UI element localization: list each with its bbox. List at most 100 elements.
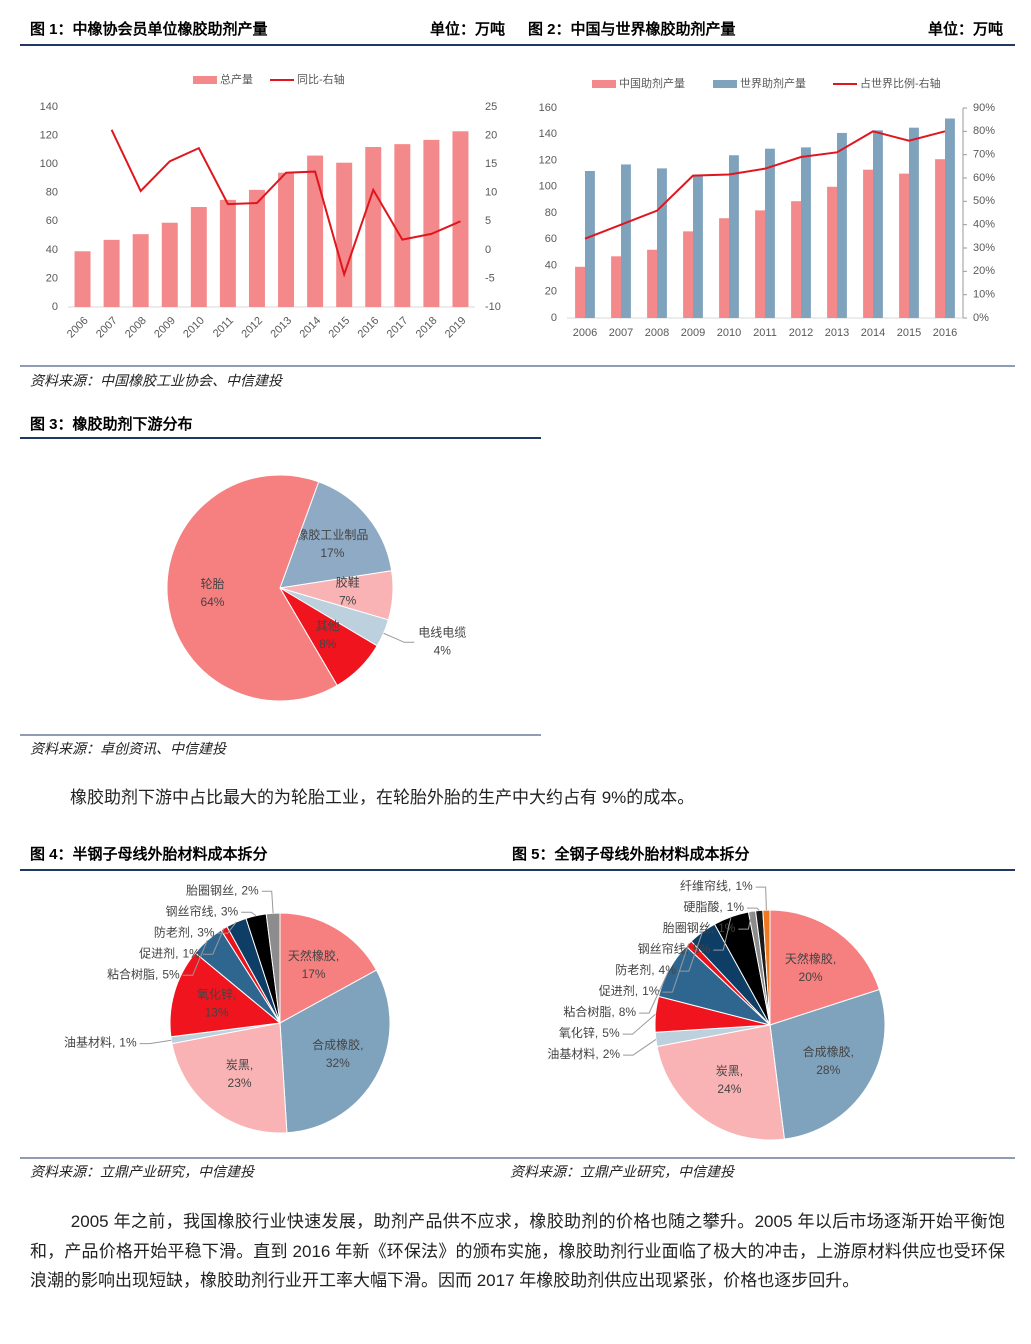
figure-title: 图 4：半钢子母线外胎材料成本拆分 (30, 845, 268, 863)
slice-name: 炭黑, (226, 1058, 253, 1072)
y2-tick-label: 70% (973, 149, 995, 161)
slice-value: 7% (339, 594, 357, 608)
slice-label: 钢丝帘线, 5% (638, 941, 711, 956)
x-tick-label: 2014 (861, 327, 885, 339)
leader-line (738, 911, 753, 930)
y2-tick-label: 5 (485, 215, 491, 227)
leader-line (662, 943, 690, 993)
leader-line (241, 911, 257, 917)
bar (899, 173, 909, 318)
leader-line (623, 1039, 657, 1056)
y-tick-label: 40 (545, 259, 557, 271)
y-tick-label: 60 (545, 233, 557, 245)
line (584, 130, 946, 240)
slice-name: 油基材料, (64, 1036, 115, 1050)
slice-name: 防老剂, (615, 962, 654, 977)
slice-label: 合成橡胶, 32% (312, 1037, 363, 1070)
slice-value: 23% (228, 1076, 252, 1090)
y2-tick-label: 10% (973, 289, 995, 301)
slice (769, 909, 881, 1026)
slice-value: 28% (816, 1063, 840, 1077)
slice-label: 硬脂酸, 1% (683, 899, 744, 914)
bar (863, 169, 873, 318)
slice-label: 天然橡胶, 17% (288, 948, 339, 981)
slice-name: 天然橡胶, (785, 951, 836, 966)
slice-name: 其他 (316, 619, 340, 633)
leader-line (139, 1039, 172, 1045)
y2-tick-label: -10 (485, 301, 501, 313)
slice-value: 3% (197, 925, 215, 939)
figure-unit: 单位：万吨 (430, 20, 505, 38)
bar (729, 155, 739, 318)
source: 资料来源：卓创资讯、中信建投 (30, 741, 228, 757)
leader-line (713, 916, 732, 951)
legend-label: 世界助剂产量 (740, 76, 806, 90)
slice-label: 促进剂, 1% (139, 945, 200, 960)
slice-name: 钢丝帘线, (638, 941, 689, 956)
y-tick-label: 140 (40, 101, 58, 113)
y2-tick-label: 40% (973, 219, 995, 231)
slice-label: 胎圈钢丝, 1% (663, 921, 736, 935)
bar (132, 234, 149, 307)
slice-value: 1% (119, 1036, 137, 1050)
slice-name: 纤维帘线, (680, 878, 731, 893)
slice-value: 17% (320, 546, 344, 560)
slice-label: 合成橡胶, 28% (803, 1044, 854, 1077)
bar (827, 186, 837, 318)
bar (452, 131, 469, 307)
slice-value: 1% (727, 900, 745, 914)
y2-tick-label: 90% (973, 102, 995, 114)
slice (769, 988, 886, 1140)
slice-name: 炭黑, (716, 1064, 743, 1078)
x-tick-label: 2016 (356, 315, 382, 341)
bar (837, 132, 847, 318)
slice-value: 8% (619, 1005, 637, 1019)
x-tick-label: 2011 (753, 327, 777, 339)
x-tick-label: 2006 (65, 315, 91, 341)
slice-name: 钢丝帘线, (166, 903, 217, 918)
figure-title: 图 5：全钢子母线外胎材料成本拆分 (512, 845, 750, 863)
slice-label: 油基材料, 1% (64, 1036, 137, 1050)
legend-label: 总产量 (220, 72, 253, 86)
x-tick-label: 2007 (94, 315, 120, 341)
slice-label: 促进剂, 1% (599, 983, 660, 998)
bar (801, 147, 811, 318)
slice-label: 轮胎 64% (200, 577, 224, 609)
slice-value: 1% (642, 984, 660, 998)
slice-name: 粘合树脂, (107, 966, 158, 981)
slice-label: 氧化锌, 13% (197, 988, 236, 1020)
bar (219, 199, 236, 307)
x-tick-label: 2016 (933, 327, 957, 339)
bar (307, 155, 324, 307)
slice-label: 纤维帘线, 1% (680, 878, 753, 893)
slice-name: 氧化锌, (559, 1026, 598, 1040)
slice-label: 防老剂, 4% (615, 962, 676, 977)
slice-value: 1% (182, 946, 200, 960)
bar (621, 164, 631, 318)
slice-value: 3% (221, 904, 239, 918)
bar (611, 256, 621, 318)
slice-name: 天然橡胶, (288, 948, 339, 963)
bar (190, 207, 207, 307)
legend-swatch (713, 80, 737, 88)
slice-name: 轮胎 (200, 577, 224, 591)
slice (279, 969, 391, 1134)
slice-name: 硬脂酸, (683, 899, 722, 914)
leader-line (678, 931, 703, 972)
paragraph: 橡胶助剂下游中占比最大的为轮胎工业，在轮胎外胎的生产中大约占有 9%的成本。 (70, 788, 695, 807)
slice-label: 炭黑, 23% (226, 1058, 253, 1090)
slice-label: 胶鞋 7% (336, 575, 360, 608)
slice-name: 胶鞋 (336, 575, 360, 590)
x-tick-label: 2019 (443, 315, 469, 341)
x-tick-label: 2017 (385, 315, 411, 341)
slice-value: 5% (162, 967, 180, 981)
y-tick-label: 120 (539, 154, 557, 166)
slice-label: 油基材料, 2% (547, 1047, 620, 1061)
bar (423, 139, 440, 307)
slice-name: 氧化锌, (197, 988, 236, 1002)
slice (656, 1024, 785, 1141)
bar (693, 174, 703, 318)
leader-line (747, 907, 760, 911)
y-tick-label: 40 (46, 244, 58, 256)
